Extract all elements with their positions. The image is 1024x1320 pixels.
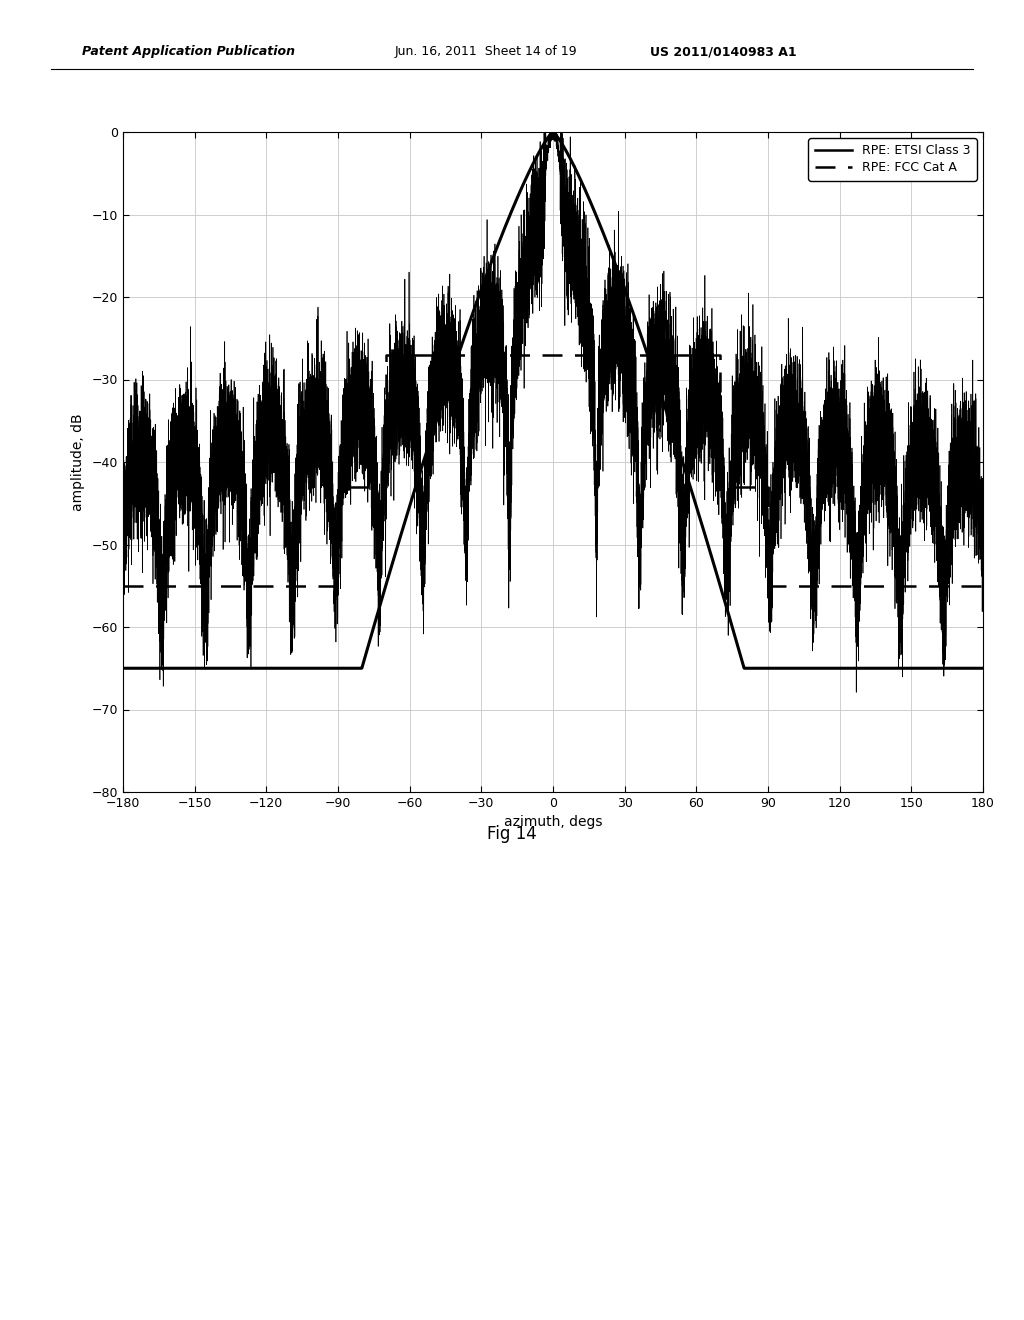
RPE: FCC Cat A: (-70, -43): FCC Cat A: (-70, -43) (380, 479, 392, 495)
Text: Patent Application Publication: Patent Application Publication (82, 45, 295, 58)
RPE: ETSI Class 3: (-180, -65): ETSI Class 3: (-180, -65) (117, 660, 129, 676)
Text: Fig 14: Fig 14 (487, 825, 537, 843)
X-axis label: azimuth, degs: azimuth, degs (504, 816, 602, 829)
RPE: ETSI Class 3: (-0.45, 0): ETSI Class 3: (-0.45, 0) (546, 124, 558, 140)
RPE: FCC Cat A: (-90, -43): FCC Cat A: (-90, -43) (332, 479, 344, 495)
RPE: ETSI Class 3: (37.8, -25.4): ETSI Class 3: (37.8, -25.4) (637, 334, 649, 350)
RPE: FCC Cat A: (70, -27): FCC Cat A: (70, -27) (714, 347, 726, 363)
Y-axis label: amplitude, dB: amplitude, dB (71, 413, 85, 511)
RPE: FCC Cat A: (-70, -27): FCC Cat A: (-70, -27) (380, 347, 392, 363)
Legend: RPE: ETSI Class 3, RPE: FCC Cat A: RPE: ETSI Class 3, RPE: FCC Cat A (808, 139, 977, 181)
Line: RPE: FCC Cat A: RPE: FCC Cat A (123, 355, 983, 586)
RPE: FCC Cat A: (-90, -55): FCC Cat A: (-90, -55) (332, 578, 344, 594)
RPE: FCC Cat A: (90, -55): FCC Cat A: (90, -55) (762, 578, 774, 594)
RPE: FCC Cat A: (70, -43): FCC Cat A: (70, -43) (714, 479, 726, 495)
RPE: ETSI Class 3: (-103, -65): ETSI Class 3: (-103, -65) (301, 660, 313, 676)
RPE: ETSI Class 3: (146, -65): ETSI Class 3: (146, -65) (895, 660, 907, 676)
RPE: FCC Cat A: (90, -43): FCC Cat A: (90, -43) (762, 479, 774, 495)
RPE: ETSI Class 3: (44.1, -30.8): ETSI Class 3: (44.1, -30.8) (652, 379, 665, 395)
RPE: FCC Cat A: (-180, -55): FCC Cat A: (-180, -55) (117, 578, 129, 594)
RPE: ETSI Class 3: (-79.5, -64.5): ETSI Class 3: (-79.5, -64.5) (357, 656, 370, 672)
RPE: FCC Cat A: (180, -55): FCC Cat A: (180, -55) (977, 578, 989, 594)
Line: RPE: ETSI Class 3: RPE: ETSI Class 3 (123, 132, 983, 668)
Text: US 2011/0140983 A1: US 2011/0140983 A1 (650, 45, 797, 58)
RPE: ETSI Class 3: (180, -65): ETSI Class 3: (180, -65) (977, 660, 989, 676)
RPE: ETSI Class 3: (180, -65): ETSI Class 3: (180, -65) (977, 660, 989, 676)
Text: Jun. 16, 2011  Sheet 14 of 19: Jun. 16, 2011 Sheet 14 of 19 (394, 45, 577, 58)
